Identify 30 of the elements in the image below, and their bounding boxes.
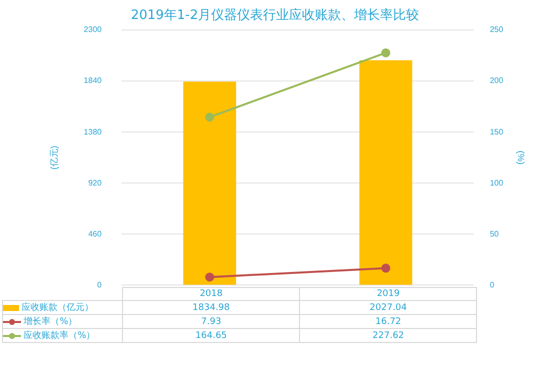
y2-tick-label: 200 (490, 76, 504, 86)
legend-label: 应收账款（亿元） (2, 300, 123, 315)
y-tick-label: 1380 (84, 127, 102, 136)
x-tick-label: 2019 (300, 288, 477, 301)
y2-axis-title: (%) (516, 150, 526, 165)
point (381, 48, 390, 58)
y2-tick-label: 150 (490, 127, 504, 136)
y-axis-title: (亿元) (48, 146, 59, 170)
y-tick-label: 2300 (84, 25, 102, 34)
data-label: 1834.98 (122, 300, 300, 315)
data-label: 227.62 (300, 328, 477, 343)
y2-tick-label: 100 (490, 178, 504, 188)
legend-label: 增长率（%） (2, 314, 123, 329)
data-label: 2027.04 (300, 300, 477, 315)
chart-title: 2019年1-2月仪器仪表行业应收账款、增长率比较 (130, 7, 420, 24)
y2-tick-label: 50 (490, 229, 500, 238)
point (205, 112, 214, 122)
data-label: 164.65 (122, 328, 300, 343)
y-tick-label: 1840 (84, 76, 102, 86)
y2-tick-label: 250 (490, 25, 504, 34)
data-label: 16.72 (300, 314, 477, 329)
point (381, 264, 390, 273)
y2-tick-label: 0 (490, 280, 495, 290)
x-tick-label: 2018 (122, 288, 300, 301)
point (205, 272, 214, 282)
y-tick-label: 0 (97, 280, 102, 290)
y-tick-label: 920 (88, 178, 102, 188)
data-label: 7.93 (122, 314, 300, 329)
legend-label: 应收账款率（%） (2, 328, 123, 343)
y-tick-label: 460 (88, 229, 102, 238)
